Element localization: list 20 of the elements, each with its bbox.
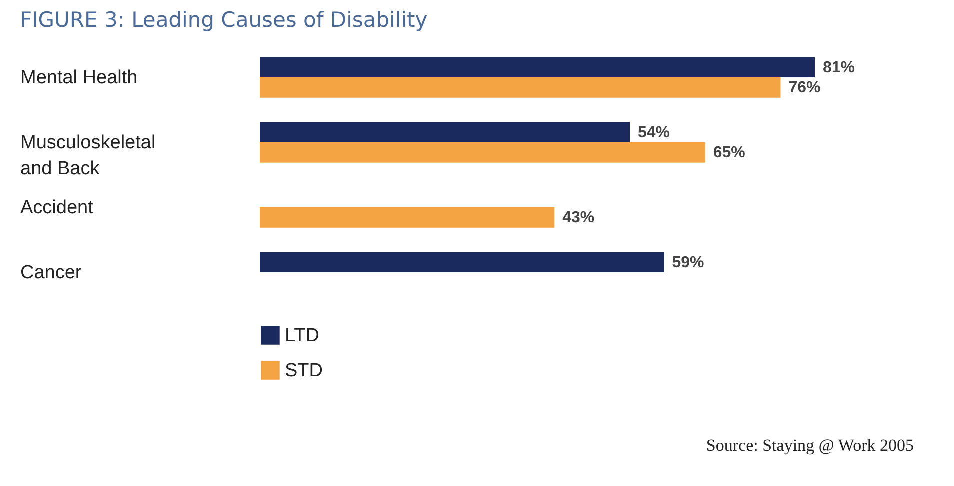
data-label: 81% [823,59,856,76]
y-tick-label: Musculoskeletal and Back [20,132,156,180]
chart-title: FIGURE 3: Leading Causes of Disability [20,8,428,32]
data-label: 65% [713,144,746,162]
data-label: 43% [562,210,595,227]
legend-label: STD [285,360,323,382]
data-label: 76% [788,80,821,97]
bar [260,57,815,78]
data-label: 54% [638,124,670,142]
source-note: Source: Staying @ Work 2005 [706,436,914,456]
legend-label: LTD [285,326,320,346]
y-tick-label: Cancer [20,262,82,284]
bar [260,142,706,163]
data-label: 59% [672,254,704,272]
y-tick-label: Accident [20,198,94,218]
bar [260,252,664,272]
bar [260,208,555,228]
bar [260,122,630,142]
bar [260,78,781,98]
y-tick-label: Mental Health [20,68,138,88]
